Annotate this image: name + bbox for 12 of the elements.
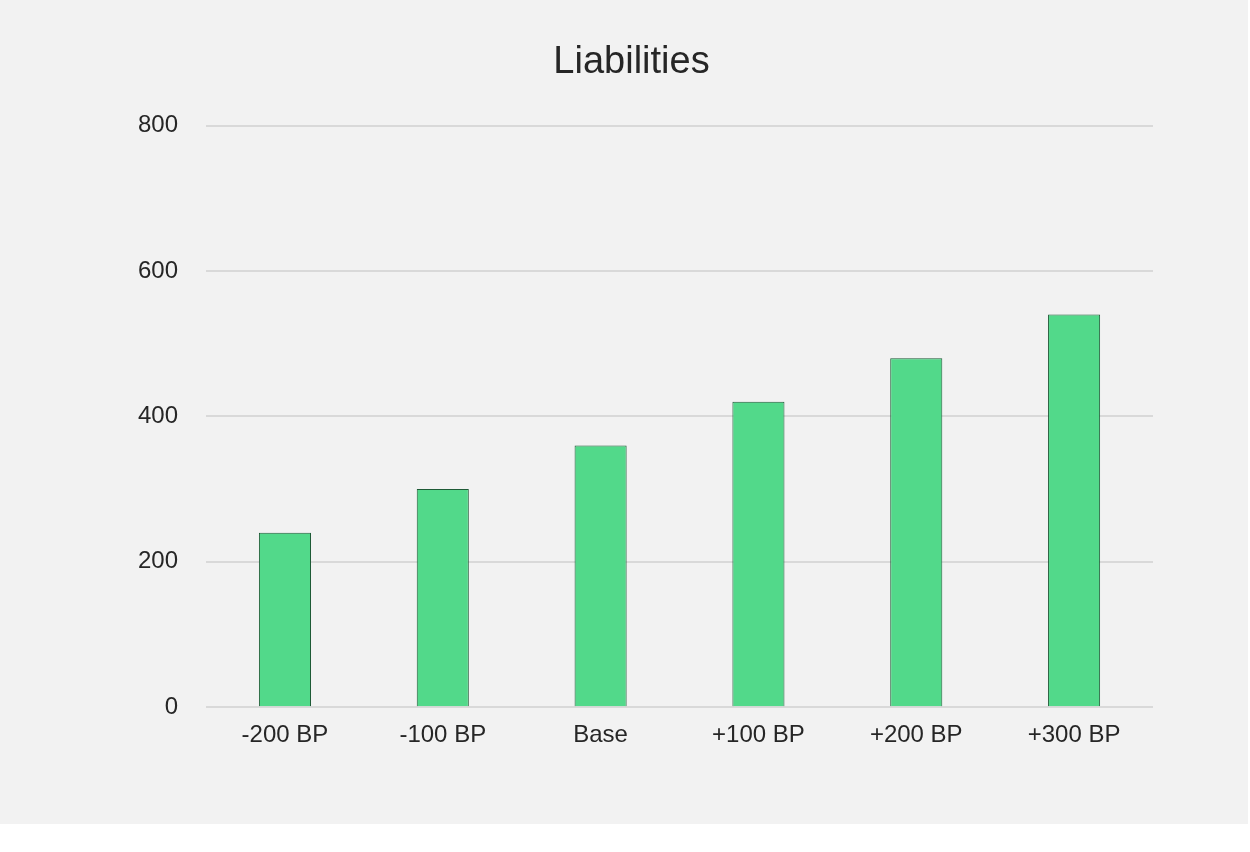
y-tick-label: 200: [138, 546, 179, 574]
y-tick-label: 0: [164, 691, 179, 719]
x-tick-label: -200 BP: [241, 720, 329, 748]
x-tick-label: -100 BP: [399, 720, 487, 748]
x-tick-label: +100 BP: [712, 720, 805, 748]
x-tick-label: +300 BP: [1027, 720, 1121, 748]
y-tick-label: 400: [138, 401, 179, 429]
y-tick-label: 600: [138, 255, 179, 283]
x-tick-label: Base: [573, 720, 628, 748]
chart-title: Liabilities: [553, 39, 710, 82]
x-tick-label: +200 BP: [869, 720, 963, 748]
y-tick-label: 800: [138, 110, 179, 138]
